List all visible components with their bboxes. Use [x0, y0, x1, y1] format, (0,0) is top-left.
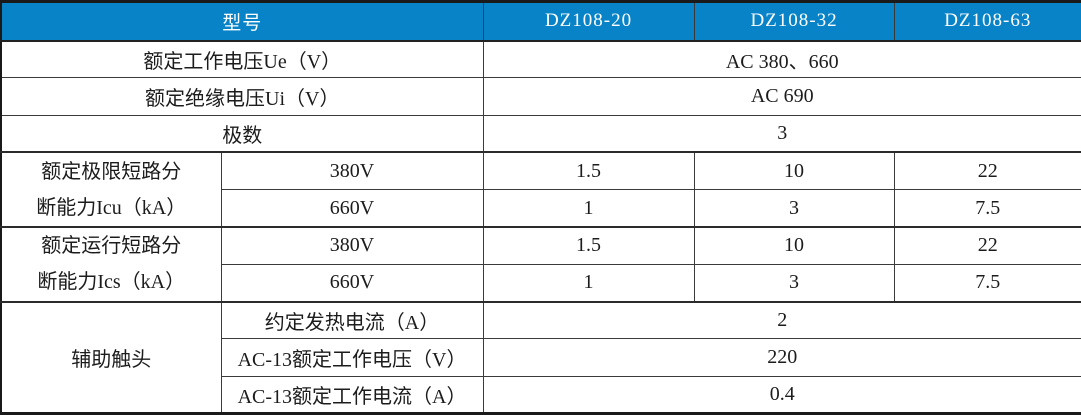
model-column-header-2: DZ108-32 [693, 1, 895, 42]
cell-value: 10 [693, 225, 895, 265]
ics-section-label: 额定运行短路分 断能力Ics（kA） [0, 225, 222, 303]
table-row-ics-660v: 660V 1 3 7.5 [1, 263, 1081, 303]
table-header-row: 型号 DZ108-20 DZ108-32 DZ108-63 [0, 1, 1081, 42]
cell-value: 3 [693, 189, 895, 228]
row-label: AC-13额定工作电流（A） [220, 375, 484, 415]
model-header-label: 型号 [0, 1, 484, 42]
icu-section-label: 额定极限短路分 断能力Icu（kA） [0, 151, 222, 228]
row-label: 额定工作电压Ue（V） [0, 39, 484, 79]
table-row-ics-380v: 额定运行短路分 断能力Ics（kA） 380V 1.5 10 22 [0, 225, 1081, 303]
cell-value: 1 [482, 189, 695, 228]
row-label: 约定发热电流（A） [220, 300, 484, 340]
table-row-poles: 极数 3 [0, 114, 1081, 153]
ics-label-line1: 额定运行短路分 [41, 235, 182, 258]
table-row-aux-thermal-current: 辅助触头 约定发热电流（A） 2 [0, 300, 1081, 414]
table-row-icu-660v: 660V 1 3 7.5 [1, 189, 1081, 228]
voltage-label: 380V [220, 151, 484, 191]
icu-label-line2: 断能力Icu（kA） [36, 196, 187, 219]
row-label: 额定绝缘电压Ui（V） [0, 77, 484, 116]
voltage-label: 660V [220, 263, 484, 303]
cell-value: 3 [693, 263, 895, 303]
model-column-header-3: DZ108-63 [893, 1, 1081, 42]
cell-value: 1.5 [482, 225, 695, 265]
icu-label-line1: 额定极限短路分 [41, 160, 182, 183]
table-row-rated-insulation-voltage: 额定绝缘电压Ui（V） AC 690 [0, 77, 1081, 116]
cell-value: 1 [482, 263, 695, 303]
cell-value: 7.5 [893, 263, 1081, 303]
aux-section-label: 辅助触头 [0, 300, 222, 414]
model-column-header-1: DZ108-20 [482, 1, 695, 42]
row-value: 220 [482, 338, 1081, 377]
row-label: AC-13额定工作电压（V） [220, 338, 484, 377]
row-value: AC 690 [482, 77, 1081, 116]
cell-value: 22 [893, 225, 1081, 265]
table-row-icu-380v: 额定极限短路分 断能力Icu（kA） 380V 1.5 10 22 [0, 151, 1081, 228]
table-row-aux-rated-voltage: AC-13额定工作电压（V） 220 [1, 338, 1081, 377]
voltage-label: 660V [220, 189, 484, 228]
cell-value: 7.5 [893, 189, 1081, 228]
table-row-aux-rated-current: AC-13额定工作电流（A） 0.4 [1, 375, 1081, 415]
row-value: AC 380、660 [482, 39, 1081, 79]
ics-label-line2: 断能力Ics（kA） [37, 271, 186, 294]
row-value: 2 [482, 300, 1081, 340]
cell-value: 22 [893, 151, 1081, 191]
table-row-rated-working-voltage: 额定工作电压Ue（V） AC 380、660 [0, 39, 1081, 79]
row-label: 极数 [0, 114, 484, 153]
cell-value: 1.5 [482, 151, 695, 191]
cell-value: 10 [693, 151, 895, 191]
row-value: 0.4 [482, 375, 1081, 415]
row-value: 3 [482, 114, 1081, 153]
voltage-label: 380V [220, 225, 484, 265]
